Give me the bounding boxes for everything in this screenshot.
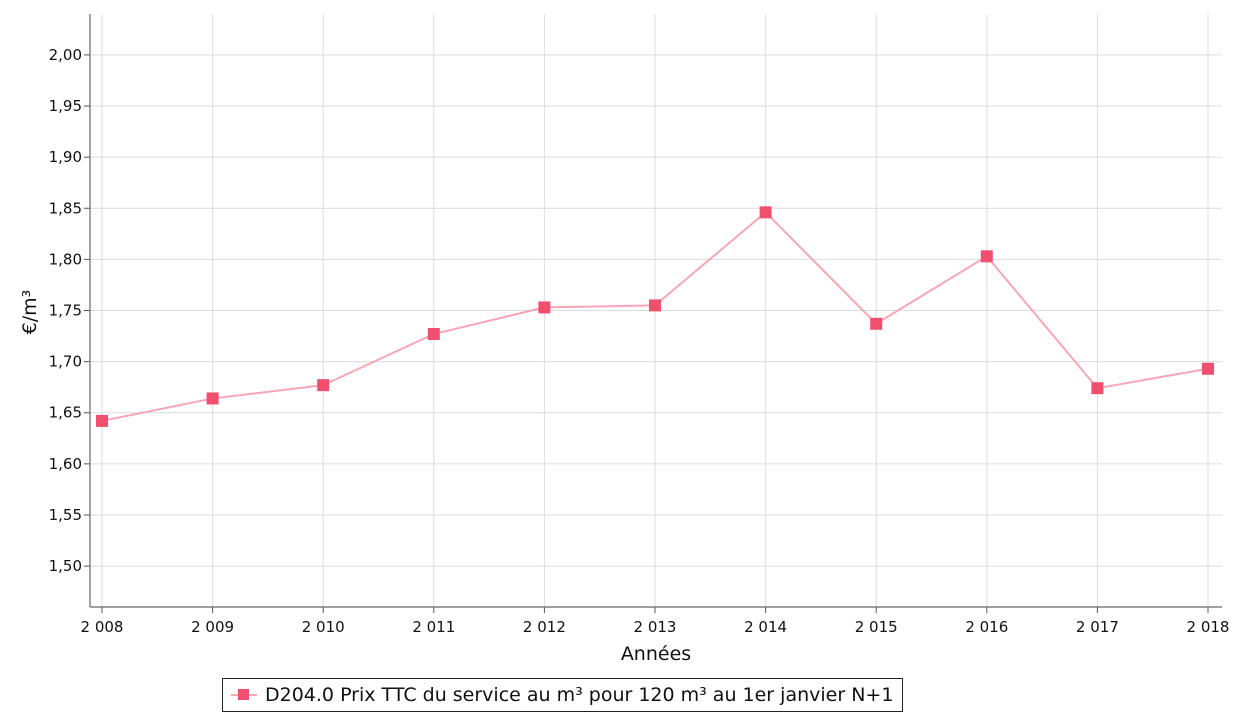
y-tick-label: 1,65	[49, 404, 82, 422]
legend-series-label: D204.0 Prix TTC du service au m³ pour 12…	[265, 684, 894, 706]
data-point-marker	[538, 301, 551, 314]
series-markers	[96, 206, 1214, 427]
x-tick-label: 2 009	[191, 618, 234, 636]
data-point-marker	[96, 414, 108, 427]
y-tick-label: 1,80	[49, 250, 82, 268]
y-tick-label: 2,00	[49, 46, 82, 64]
y-tick-label: 1,55	[49, 506, 82, 524]
data-point-marker	[649, 299, 661, 312]
data-point-marker	[759, 206, 772, 219]
y-tick-label: 1,85	[49, 199, 82, 217]
data-point-marker	[870, 317, 883, 330]
data-point-marker	[206, 392, 219, 405]
y-tick-label: 1,90	[49, 148, 82, 166]
x-tick-label: 2 013	[634, 618, 677, 636]
data-point-marker	[980, 250, 993, 263]
legend-series-swatch	[229, 687, 259, 703]
y-tick-label: 1,60	[49, 455, 82, 473]
data-point-marker	[427, 328, 440, 341]
tick-labels: 1,50 1,55 1,60 1,65 1,70 1,75 1,80 1,85 1,90 1,95…	[49, 46, 1230, 636]
y-tick-label: 1,70	[49, 353, 82, 371]
y-tick-label: 1,75	[49, 302, 82, 320]
legend: D204.0 Prix TTC du service au m³ pour 12…	[222, 678, 904, 712]
data-point-marker	[1202, 362, 1214, 375]
x-tick-label: 2 017	[1076, 618, 1119, 636]
y-tick-label: 1,95	[49, 97, 82, 115]
x-tick-label: 2 016	[965, 618, 1008, 636]
data-point-marker	[1091, 382, 1104, 395]
y-tick-label: 1,50	[49, 557, 82, 575]
x-tick-label: 2 010	[302, 618, 345, 636]
x-tick-label: 2 012	[523, 618, 566, 636]
axes	[84, 14, 1222, 613]
legend-square-marker-icon	[238, 689, 249, 700]
x-tick-label: 2 011	[412, 618, 455, 636]
x-tick-label: 2 018	[1187, 618, 1230, 636]
x-tick-label: 2 014	[744, 618, 787, 636]
data-point-marker	[317, 379, 330, 392]
x-tick-label: 2 008	[81, 618, 124, 636]
x-tick-label: 2 015	[855, 618, 898, 636]
y-axis-title: €/m³	[19, 290, 41, 335]
x-axis-title: Années	[621, 643, 691, 665]
